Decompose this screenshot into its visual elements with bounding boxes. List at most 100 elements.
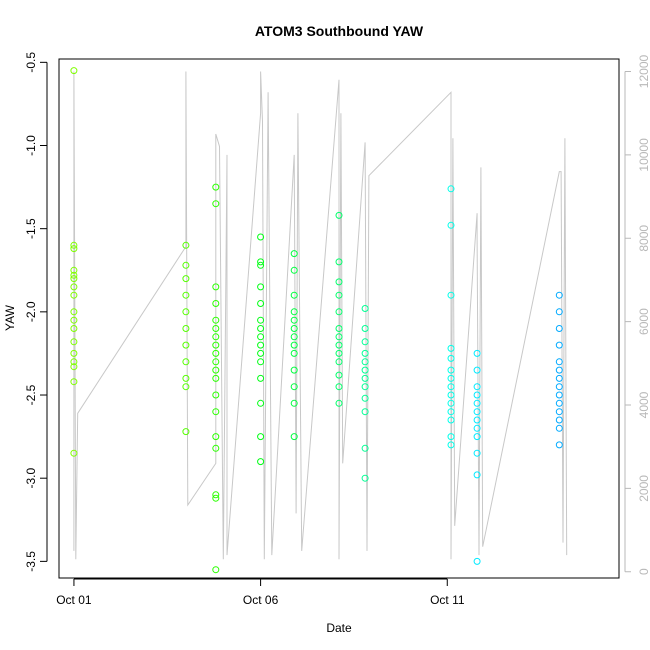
data-point xyxy=(212,408,220,416)
data-point xyxy=(290,316,298,324)
y2-tick-label: 12000 xyxy=(637,54,650,88)
data-point xyxy=(555,441,563,449)
y-tick-label: -1.5 xyxy=(24,218,38,239)
data-point xyxy=(335,349,343,357)
x-tick-label: Oct 11 xyxy=(430,593,465,607)
data-point xyxy=(212,444,220,452)
data-point xyxy=(257,341,265,349)
data-point xyxy=(555,366,563,374)
data-point xyxy=(555,341,563,349)
data-point xyxy=(335,341,343,349)
data-point xyxy=(290,349,298,357)
y2-tick-label: 0 xyxy=(637,568,650,575)
data-point xyxy=(212,358,220,366)
data-point xyxy=(212,491,220,499)
data-point xyxy=(361,305,369,312)
data-point xyxy=(212,366,220,374)
data-point xyxy=(257,399,265,407)
chart-title: ATOM3 Southbound YAW xyxy=(255,23,424,39)
data-point xyxy=(447,416,455,424)
data-point xyxy=(70,283,78,291)
y-axis-label: YAW xyxy=(3,304,17,331)
data-point xyxy=(335,278,343,286)
data-point xyxy=(70,378,78,386)
data-point xyxy=(473,383,481,391)
data-point xyxy=(212,300,220,307)
data-point xyxy=(257,458,265,466)
data-point xyxy=(212,183,220,191)
data-point xyxy=(335,399,343,407)
data-point xyxy=(361,358,369,366)
y-tick-label: -0.5 xyxy=(24,52,38,73)
y-tick-label: -1.0 xyxy=(24,135,38,156)
data-point xyxy=(212,494,220,502)
data-point xyxy=(447,221,455,229)
data-point xyxy=(70,349,78,357)
y2-tick-label: 10000 xyxy=(637,138,650,172)
data-point xyxy=(212,325,220,332)
data-point xyxy=(335,308,343,316)
data-point xyxy=(257,358,265,366)
data-point xyxy=(335,211,343,219)
data-point xyxy=(290,366,298,374)
data-point xyxy=(361,366,369,374)
y-tick-label: -2.5 xyxy=(24,384,38,405)
data-point xyxy=(212,333,220,341)
data-point xyxy=(555,308,563,316)
data-point xyxy=(290,383,298,391)
plot-area: -3.5 -3.0 -2.5 -2.0 -1.5 -1.0 -0.5 0 2000 4000 600… xyxy=(24,52,650,607)
y-tick-label: -2.0 xyxy=(24,301,38,322)
data-point xyxy=(447,391,455,399)
data-point xyxy=(182,241,190,249)
data-point xyxy=(361,408,369,416)
data-point xyxy=(447,433,455,441)
y2-tick-label: 2000 xyxy=(637,475,650,502)
data-point xyxy=(335,291,343,299)
data-point xyxy=(212,374,220,382)
data-point xyxy=(361,394,369,402)
data-point xyxy=(70,449,78,457)
data-point xyxy=(212,433,220,441)
x-axis-label: Date xyxy=(326,621,352,635)
data-point xyxy=(447,291,455,299)
data-point xyxy=(257,433,265,441)
data-point xyxy=(257,233,265,241)
data-point xyxy=(290,250,298,258)
data-point xyxy=(257,300,265,307)
data-point xyxy=(182,358,190,366)
data-point xyxy=(361,374,369,382)
data-point xyxy=(182,275,190,283)
data-point xyxy=(290,341,298,349)
data-point xyxy=(473,391,481,399)
data-point xyxy=(473,399,481,407)
data-point xyxy=(555,383,563,391)
data-point xyxy=(447,399,455,407)
data-point xyxy=(257,349,265,357)
data-point xyxy=(473,471,481,479)
data-point xyxy=(182,325,190,332)
data-point xyxy=(70,291,78,299)
data-point xyxy=(70,363,78,371)
data-point xyxy=(70,266,78,274)
data-point xyxy=(212,283,220,291)
data-point xyxy=(555,424,563,432)
y2-tick-label: 8000 xyxy=(637,225,650,252)
data-point xyxy=(257,261,265,269)
data-point xyxy=(70,241,78,249)
data-point xyxy=(361,383,369,391)
secondary-series-line xyxy=(73,71,568,560)
data-point xyxy=(182,374,190,382)
data-point xyxy=(447,366,455,374)
data-point xyxy=(290,325,298,332)
data-point xyxy=(335,383,343,391)
data-point xyxy=(555,399,563,407)
data-point xyxy=(290,291,298,299)
data-point xyxy=(555,291,563,299)
data-point xyxy=(447,441,455,449)
data-point xyxy=(473,366,481,374)
data-point xyxy=(70,325,78,332)
data-point xyxy=(70,316,78,324)
data-point xyxy=(70,308,78,316)
data-point xyxy=(361,349,369,357)
